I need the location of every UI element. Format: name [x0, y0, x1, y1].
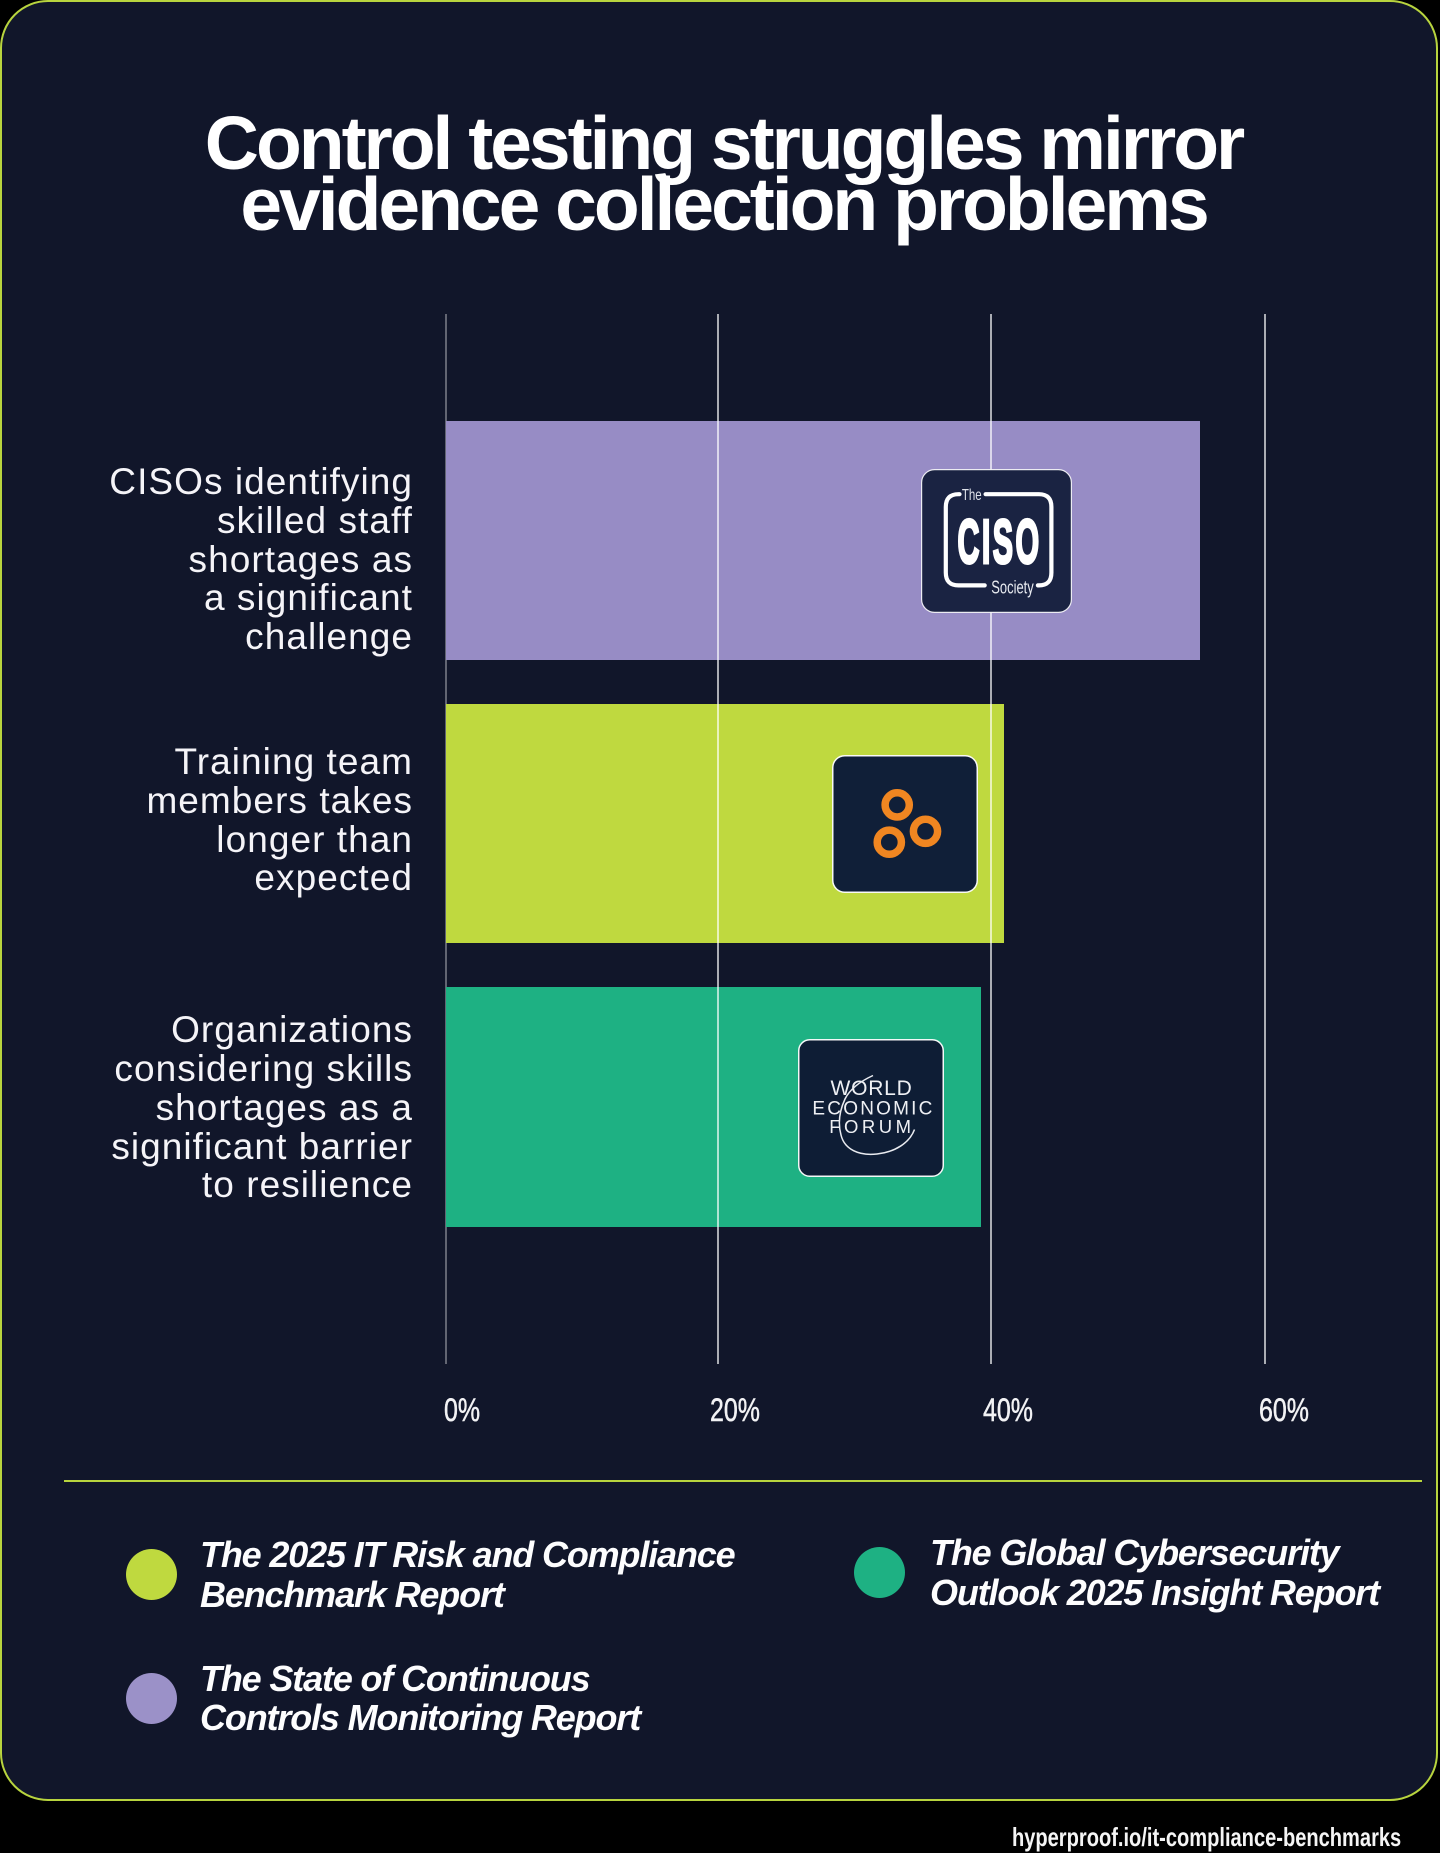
svg-text:WORLD: WORLD [830, 1077, 911, 1100]
svg-text:CISO: CISO [957, 508, 1041, 577]
svg-text:The: The [962, 484, 982, 502]
svg-text:FORUM: FORUM [829, 1116, 911, 1137]
svg-text:Society: Society [991, 578, 1033, 598]
